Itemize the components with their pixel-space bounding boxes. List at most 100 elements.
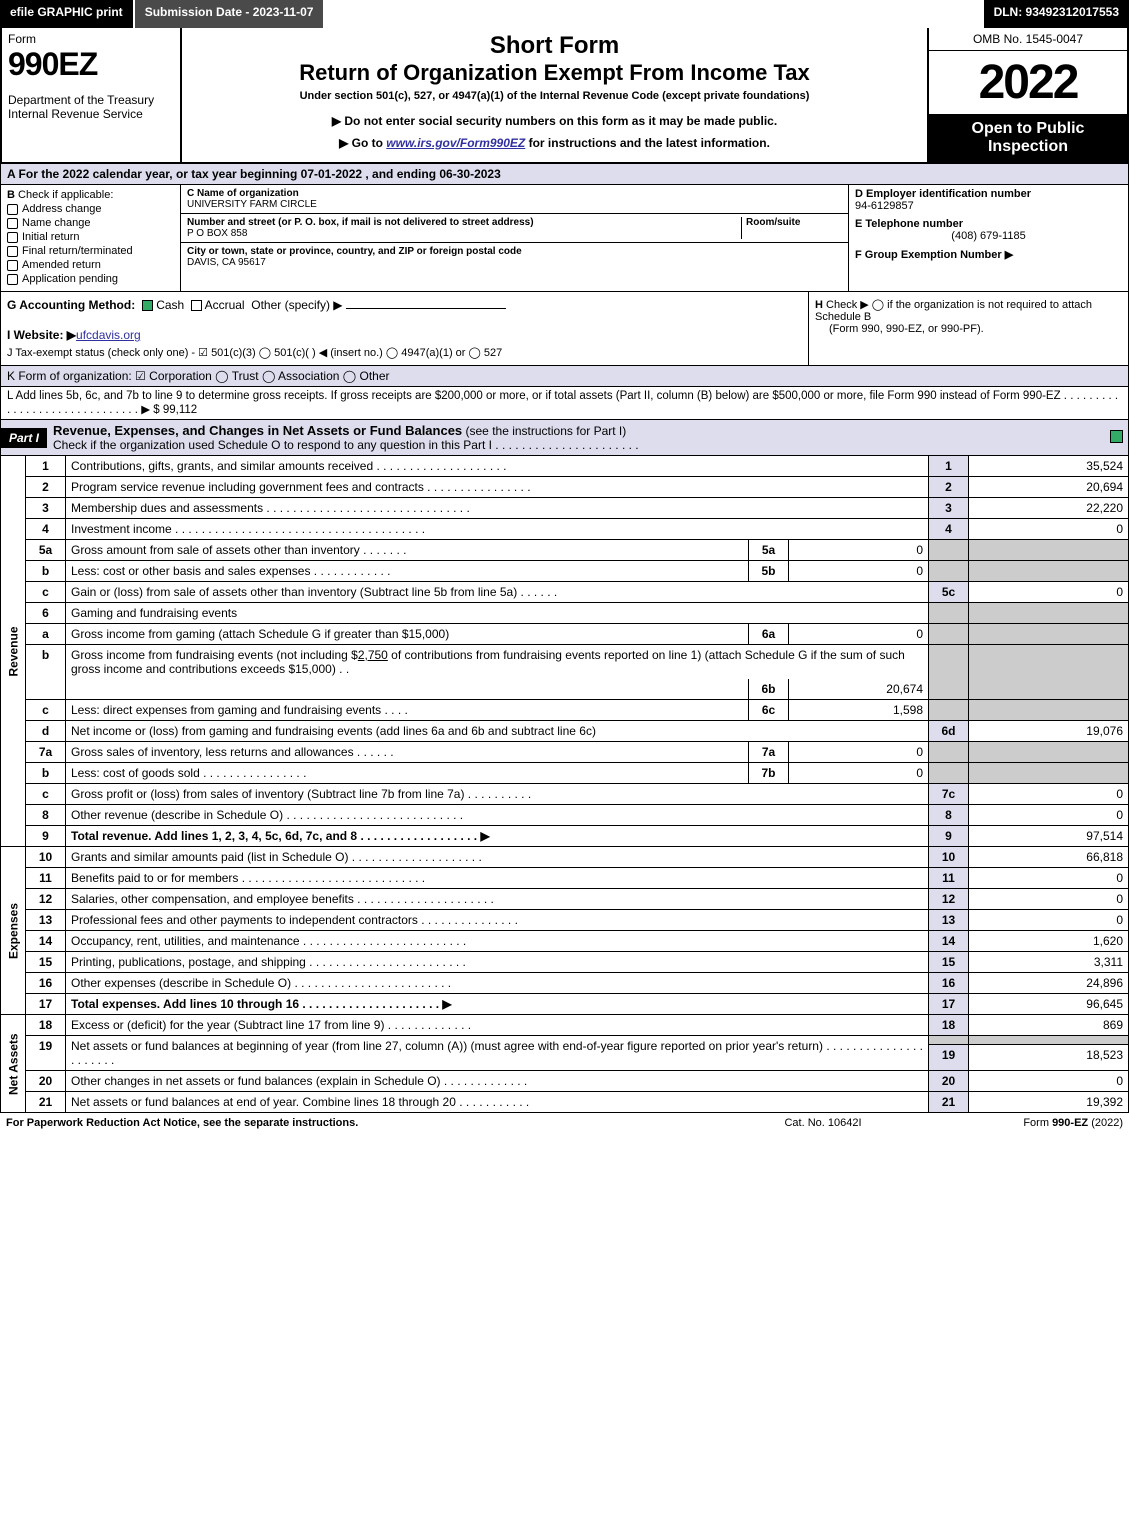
- line-desc: Contributions, gifts, grants, and simila…: [66, 456, 929, 477]
- line-desc: Net income or (loss) from gaming and fun…: [66, 721, 929, 742]
- part1-label: Part I: [1, 428, 47, 448]
- line-desc: Total expenses. Add lines 10 through 16 …: [66, 994, 929, 1015]
- table-row: c Less: direct expenses from gaming and …: [1, 700, 1129, 721]
- grey-cell: [969, 624, 1129, 645]
- line-val: 96,645: [969, 994, 1129, 1015]
- line-num: 17: [929, 994, 969, 1015]
- website-label: I Website: ▶: [7, 328, 76, 342]
- line-desc: Gain or (loss) from sale of assets other…: [66, 582, 929, 603]
- other-specify-field[interactable]: [346, 308, 506, 309]
- chk-name-change[interactable]: Name change: [7, 217, 174, 229]
- line-val: 0: [969, 519, 1129, 540]
- chk-application-pending[interactable]: Application pending: [7, 273, 174, 285]
- line-desc: Excess or (deficit) for the year (Subtra…: [66, 1015, 929, 1036]
- table-row: 16 Other expenses (describe in Schedule …: [1, 973, 1129, 994]
- table-row: Net Assets 18 Excess or (deficit) for th…: [1, 1015, 1129, 1036]
- table-row: 14 Occupancy, rent, utilities, and maint…: [1, 931, 1129, 952]
- row-a-tax-year: A For the 2022 calendar year, or tax yea…: [0, 164, 1129, 185]
- table-row: 12 Salaries, other compensation, and emp…: [1, 889, 1129, 910]
- accrual-checkbox[interactable]: [191, 300, 202, 311]
- website-link[interactable]: ufcdavis.org: [76, 328, 141, 342]
- c-city-row: City or town, state or province, country…: [181, 243, 848, 271]
- go-to-link[interactable]: www.irs.gov/Form990EZ: [386, 136, 525, 150]
- line-num: 7c: [929, 784, 969, 805]
- table-row: 7a Gross sales of inventory, less return…: [1, 742, 1129, 763]
- line-desc: Other expenses (describe in Schedule O) …: [66, 973, 929, 994]
- line-num: 18: [929, 1015, 969, 1036]
- line-val: 22,220: [969, 498, 1129, 519]
- table-row: c Gross profit or (loss) from sales of i…: [1, 784, 1129, 805]
- section-b: B Check if applicable: Address change Na…: [1, 185, 181, 291]
- grey-cell: [969, 540, 1129, 561]
- accrual-label: Accrual: [205, 298, 245, 312]
- part1-title: Revenue, Expenses, and Changes in Net As…: [47, 420, 1104, 455]
- line-no: 14: [26, 931, 66, 952]
- chk-amended-return[interactable]: Amended return: [7, 259, 174, 271]
- line-val: 97,514: [969, 826, 1129, 847]
- section-bcdef: B Check if applicable: Address change Na…: [0, 185, 1129, 292]
- checkbox-icon: [7, 246, 18, 257]
- form-header-left: Form 990EZ Department of the Treasury In…: [2, 28, 182, 162]
- line-no: b: [26, 561, 66, 582]
- chk-final-return[interactable]: Final return/terminated: [7, 245, 174, 257]
- sub-no: 7a: [749, 742, 789, 763]
- table-row: 5a Gross amount from sale of assets othe…: [1, 540, 1129, 561]
- table-row: 19 Net assets or fund balances at beginn…: [1, 1036, 1129, 1045]
- line-no: c: [26, 700, 66, 721]
- line-num: 21: [929, 1092, 969, 1113]
- row-l: L Add lines 5b, 6c, and 7b to line 9 to …: [0, 387, 1129, 420]
- line-no: b: [26, 763, 66, 784]
- line-desc: Gross sales of inventory, less returns a…: [66, 742, 749, 763]
- line-no: 19: [26, 1036, 66, 1071]
- line-desc: Net assets or fund balances at end of ye…: [66, 1092, 929, 1113]
- efile-button[interactable]: efile GRAPHIC print: [0, 0, 135, 28]
- grey-cell: [969, 603, 1129, 624]
- line-no: 12: [26, 889, 66, 910]
- line-num: 4: [929, 519, 969, 540]
- cash-checkbox[interactable]: [142, 300, 153, 311]
- chk-address-change[interactable]: Address change: [7, 203, 174, 215]
- empty: [66, 679, 749, 700]
- line-desc: Occupancy, rent, utilities, and maintena…: [66, 931, 929, 952]
- line-val: 1,620: [969, 931, 1129, 952]
- line-num: 19: [929, 1044, 969, 1070]
- checkbox-icon: [7, 274, 18, 285]
- line-no: c: [26, 784, 66, 805]
- sub-val: 0: [789, 540, 929, 561]
- part1-subtitle: (see the instructions for Part I): [466, 424, 627, 438]
- line-no: 1: [26, 456, 66, 477]
- chk-label: Name change: [22, 217, 91, 229]
- line-desc: Gross income from gaming (attach Schedul…: [66, 624, 749, 645]
- c-name-row: C Name of organization UNIVERSITY FARM C…: [181, 185, 848, 214]
- e-value: (408) 679-1185: [855, 230, 1122, 242]
- line-desc: Printing, publications, postage, and shi…: [66, 952, 929, 973]
- do-not-enter: ▶ Do not enter social security numbers o…: [188, 114, 921, 128]
- desc-pre: Gross income from fundraising events (no…: [71, 648, 358, 662]
- line-desc: Program service revenue including govern…: [66, 477, 929, 498]
- checkbox-icon: [7, 232, 18, 243]
- line-desc: Less: cost or other basis and sales expe…: [66, 561, 749, 582]
- line-num: 8: [929, 805, 969, 826]
- grey-cell: [969, 763, 1129, 784]
- grey-cell: [929, 645, 969, 700]
- footer-right-form: 990-EZ: [1052, 1117, 1088, 1129]
- part1-checkbox[interactable]: [1110, 430, 1123, 443]
- footer-right-post: (2022): [1088, 1117, 1123, 1129]
- line-val: 0: [969, 889, 1129, 910]
- grey-cell: [969, 1036, 1129, 1045]
- grey-cell: [969, 742, 1129, 763]
- section-h: H Check ▶ ◯ if the organization is not r…: [808, 292, 1128, 365]
- sub-no: 5b: [749, 561, 789, 582]
- chk-initial-return[interactable]: Initial return: [7, 231, 174, 243]
- line-no: c: [26, 582, 66, 603]
- c-city-label: City or town, state or province, country…: [187, 246, 842, 257]
- org-name: UNIVERSITY FARM CIRCLE: [187, 199, 842, 210]
- grey-cell: [969, 645, 1129, 700]
- sub-val: 0: [789, 624, 929, 645]
- grey-cell: [969, 700, 1129, 721]
- line-val: 0: [969, 1071, 1129, 1092]
- h-text: Check ▶ ◯ if the organization is not req…: [815, 299, 1092, 323]
- line-no: 8: [26, 805, 66, 826]
- c-name-label: C Name of organization: [187, 188, 842, 199]
- table-row: 9 Total revenue. Add lines 1, 2, 3, 4, 5…: [1, 826, 1129, 847]
